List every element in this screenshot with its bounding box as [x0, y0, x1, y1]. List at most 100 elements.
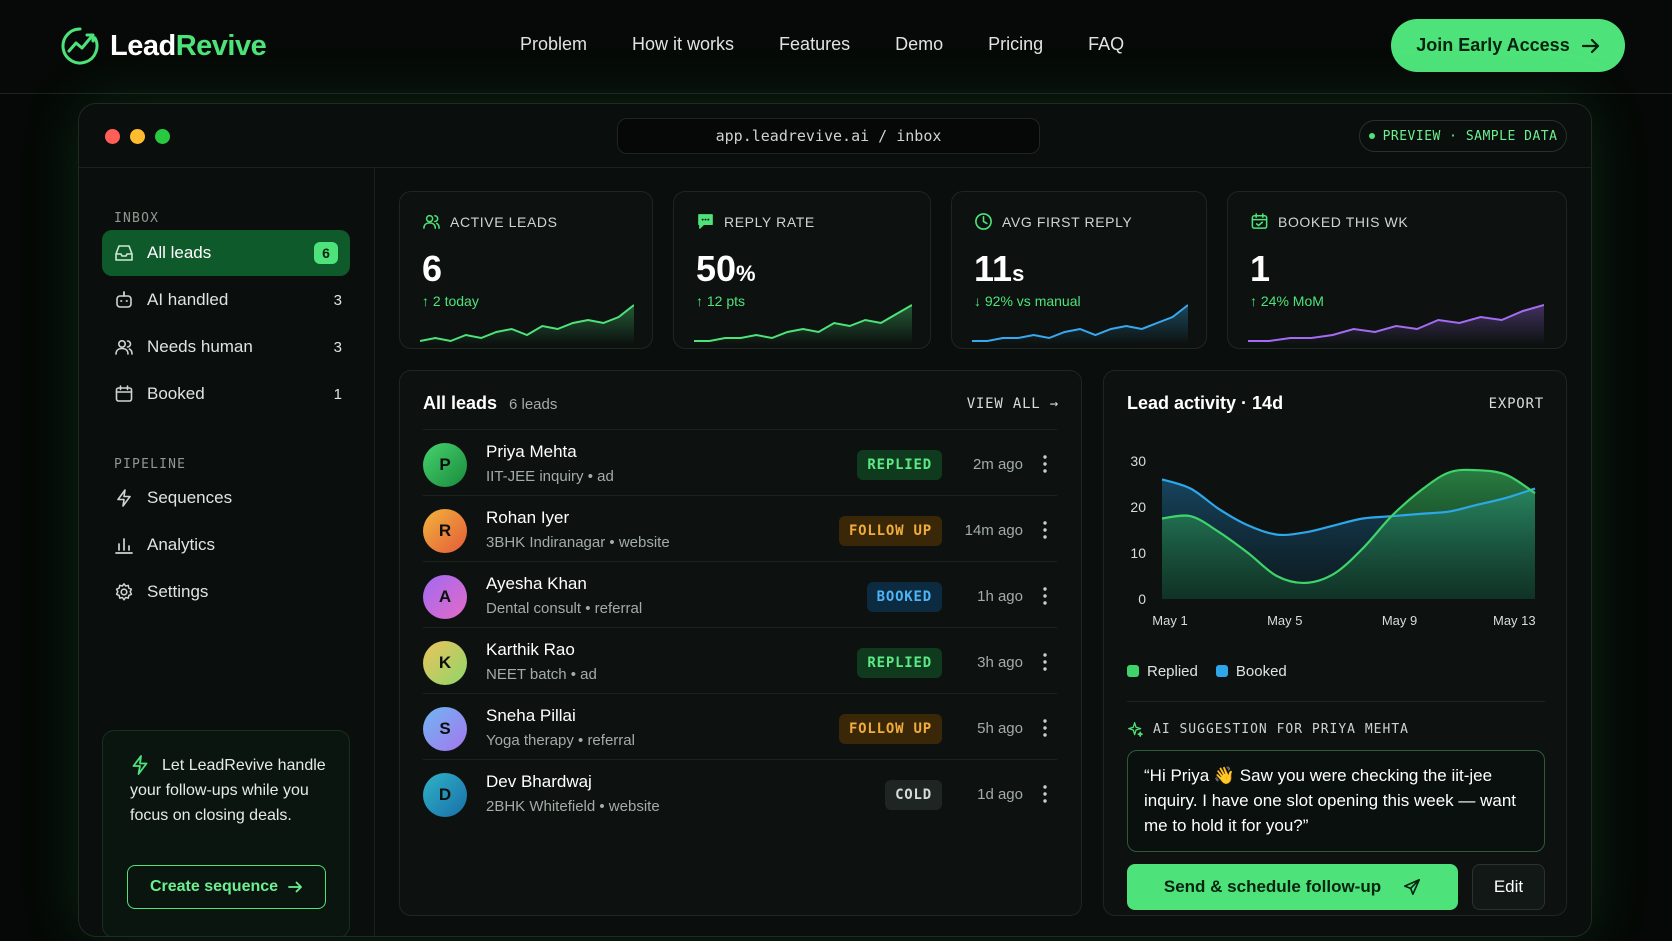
bolt-icon [117, 489, 131, 507]
stat-header: BOOKED THIS WK [1250, 212, 1408, 231]
export-link[interactable]: EXPORT [1488, 396, 1544, 412]
lead-time: 14m ago [964, 522, 1023, 539]
sidebar-item-analytics[interactable]: Analytics [102, 522, 350, 568]
nav-link-demo[interactable]: Demo [895, 34, 944, 54]
area-replied [1162, 469, 1535, 599]
sparkline-line [420, 304, 634, 343]
lead-name: Karthik Rao [486, 640, 575, 659]
more-options-icon[interactable] [1043, 586, 1047, 606]
sidebar-item-label: Booked [147, 384, 205, 403]
bolt-icon [132, 755, 148, 775]
sparkline-area [694, 305, 912, 344]
more-options-icon[interactable] [1043, 718, 1047, 738]
nav-link-pricing[interactable]: Pricing [988, 34, 1044, 54]
cta-label: Join Early Access [1416, 35, 1570, 55]
sidebar-item-all-leads[interactable]: All leads 6 [102, 230, 350, 276]
nav-links: Problem How it works Features Demo Prici… [520, 34, 1124, 55]
sparkline-reply-rate [694, 304, 912, 344]
stat-value: 11s [974, 248, 1025, 289]
sidebar-item-settings[interactable]: Settings [102, 569, 350, 615]
stat-label: BOOKED THIS WK [1278, 213, 1409, 230]
more-options-icon[interactable] [1043, 454, 1047, 474]
sidebar-item-sequences[interactable]: Sequences [102, 475, 350, 521]
sparkle-icon [1128, 722, 1143, 737]
status-badge: REPLIED [857, 648, 942, 678]
top-navigation: LeadRevive Problem How it works Features… [0, 0, 1672, 94]
stat-value: 1 [1250, 248, 1271, 289]
chart-legend: Replied Booked [1127, 663, 1287, 680]
lead-row[interactable]: R Rohan Iyer 3BHK Indiranagar • website FOL… [423, 495, 1057, 565]
sidebar-item-booked[interactable]: Booked 1 [102, 371, 350, 417]
status-badge: FOLLOW UP [838, 516, 942, 546]
stat-label: ACTIVE LEADS [450, 213, 558, 230]
lead-activity-panel: Lead activity · 14d EXPORT 0 10 20 30 May 1 M… [1103, 370, 1567, 916]
nav-link-how-it-works[interactable]: How it works [632, 34, 735, 54]
address-bar[interactable]: app.leadrevive.ai / inbox [617, 118, 1040, 154]
create-sequence-button[interactable]: Create sequence [127, 865, 326, 909]
ai-suggestion-message[interactable]: “Hi Priya 👋 Saw you were checking the ii… [1127, 750, 1545, 852]
send-label: Send & schedule follow-up [1163, 877, 1382, 896]
stat-card-active-leads: ACTIVE LEADS 6 ↑ 2 today [399, 191, 653, 349]
lead-row[interactable]: S Sneha Pillai Yoga therapy • referral FOLL… [423, 693, 1057, 763]
lead-row[interactable]: P Priya Mehta IIT-JEE inquiry • ad REPLIED 2… [423, 429, 1057, 499]
line-replied [1161, 468, 1536, 585]
view-all-link[interactable]: VIEW ALL → [966, 396, 1059, 412]
avatar: A [423, 575, 467, 619]
lead-name: Dev Bhardwaj [486, 772, 592, 791]
send-schedule-follow-up-button[interactable]: Send & schedule follow-up [1127, 864, 1458, 910]
sidebar-item-ai-handled[interactable]: AI handled 3 [102, 277, 350, 323]
leads-panel-title: All leads [423, 393, 498, 413]
stat-delta: ↑ 2 today [422, 293, 479, 309]
gear-icon [115, 583, 133, 601]
robot-icon [116, 291, 132, 308]
ai-suggestion-label: AI SUGGESTION FOR PRIYA MEHTA [1127, 721, 1409, 738]
lead-row[interactable]: A Ayesha Khan Dental consult • referral BOO… [423, 561, 1057, 631]
window-titlebar: app.leadrevive.ai / inbox PREVIEW · SAMP… [79, 104, 1591, 168]
sparkline-avg-first-reply [972, 304, 1188, 344]
status-badge: REPLIED [857, 450, 942, 480]
brand-logo[interactable]: LeadRevive [60, 26, 267, 66]
x-tick-label: May 5 [1267, 613, 1302, 628]
more-options-icon[interactable] [1043, 652, 1047, 672]
x-tick-label: May 1 [1152, 613, 1187, 628]
x-tick-label: May 13 [1493, 613, 1536, 628]
sparkline-line [1248, 304, 1544, 342]
inbox-icon [115, 245, 133, 261]
stat-label: AVG FIRST REPLY [1002, 213, 1133, 230]
stat-card-avg-first-reply: AVG FIRST REPLY 11s ↓ 92% vs manual [951, 191, 1207, 349]
brand-name: LeadRevive [110, 29, 267, 62]
sidebar-item-label: Needs human [147, 337, 253, 356]
nav-link-features[interactable]: Features [779, 34, 851, 54]
stat-card-booked-this-week: BOOKED THIS WK 1 ↑ 24% MoM [1227, 191, 1567, 349]
lead-name: Sneha Pillai [486, 706, 576, 725]
arrow-right-icon [1581, 38, 1599, 53]
y-tick-label: 20 [1130, 499, 1146, 515]
line-booked [1161, 478, 1536, 537]
leads-panel: All leads 6 leads VIEW ALL → P Priya Meht… [399, 370, 1082, 916]
more-options-icon[interactable] [1043, 784, 1047, 804]
join-early-access-button[interactable]: Join Early Access [1391, 19, 1625, 72]
lead-name: Priya Mehta [486, 442, 577, 461]
stat-label: REPLY RATE [724, 213, 815, 230]
lead-time: 1h ago [977, 588, 1023, 605]
arrow-right-icon [288, 881, 302, 893]
status-badge: FOLLOW UP [838, 714, 942, 744]
lead-time: 3h ago [977, 654, 1023, 671]
avatar: D [423, 773, 467, 817]
edit-button[interactable]: Edit [1472, 864, 1545, 910]
legend-swatch [1127, 665, 1139, 677]
lead-time: 1d ago [977, 786, 1023, 803]
users-icon [423, 214, 440, 229]
y-tick-label: 10 [1130, 545, 1146, 561]
lead-row[interactable]: K Karthik Rao NEET batch • ad REPLIED 3h ago [423, 627, 1057, 697]
promo-text: Let LeadRevive handle your follow-ups wh… [130, 757, 326, 824]
lead-row[interactable]: D Dev Bhardwaj 2BHK Whitefield • website CO… [423, 759, 1057, 829]
nav-link-problem[interactable]: Problem [520, 34, 588, 54]
section-divider [1127, 701, 1545, 702]
more-options-icon[interactable] [1043, 520, 1047, 540]
nav-link-faq[interactable]: FAQ [1088, 34, 1125, 54]
calendar-check-icon [1251, 213, 1268, 229]
promo-card: Let LeadRevive handle your follow-ups wh… [102, 730, 350, 936]
lead-source: 3BHK Indiranagar • website [486, 534, 670, 551]
sidebar-item-needs-human[interactable]: Needs human 3 [102, 324, 350, 370]
